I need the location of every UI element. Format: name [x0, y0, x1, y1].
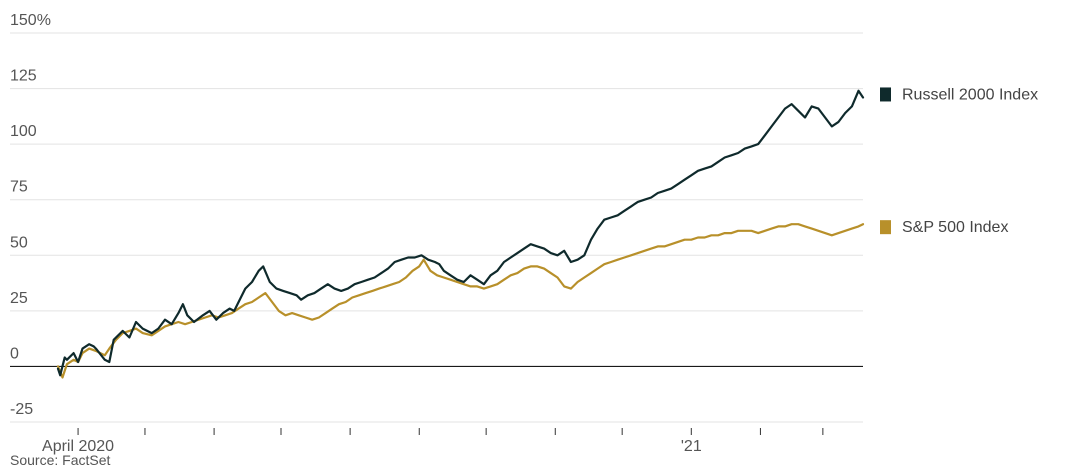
legend-label: Russell 2000 Index: [902, 86, 1038, 103]
legend-swatch: [880, 220, 891, 235]
legend-swatch: [880, 87, 891, 102]
y-tick-label: 75: [10, 179, 28, 196]
source-note: Source: FactSet: [10, 452, 111, 468]
series-line: [56, 223, 865, 379]
y-axis-tick-labels: 150% 125 100 75 50 25 0 -25: [10, 12, 51, 418]
y-tick-label: 50: [10, 234, 28, 251]
x-tick-label: April 2020: [42, 438, 114, 455]
gridlines: [10, 32, 863, 423]
y-tick-label: 125: [10, 68, 37, 85]
series-line: [56, 89, 865, 377]
series-lines: [56, 89, 865, 379]
y-tick-label: 150%: [10, 12, 51, 29]
y-tick-label: 100: [10, 123, 37, 140]
legend: Russell 2000 Index S&P 500 Index: [880, 86, 1038, 236]
y-tick-label: 0: [10, 345, 19, 362]
legend-label: S&P 500 Index: [902, 219, 1008, 236]
x-axis: April 2020 '21: [42, 428, 824, 455]
x-tick-label: '21: [681, 438, 702, 455]
y-tick-label: -25: [10, 401, 33, 418]
y-tick-label: 25: [10, 290, 28, 307]
